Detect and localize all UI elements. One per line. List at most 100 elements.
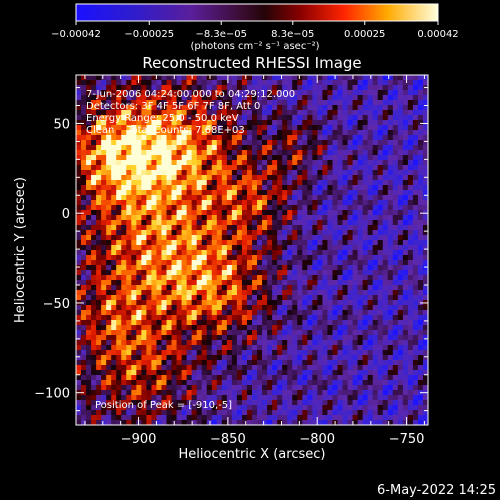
heatmap-cell	[417, 110, 424, 116]
heatmap-cell	[156, 350, 162, 356]
heatmap-cell	[312, 160, 318, 166]
heatmap-cell	[337, 360, 343, 366]
heatmap-cell	[407, 165, 414, 171]
heatmap-cell	[267, 315, 273, 321]
heatmap-cell	[357, 310, 364, 316]
heatmap-cell	[231, 225, 238, 231]
heatmap-cell	[397, 275, 404, 281]
heatmap-cell	[307, 280, 313, 286]
heatmap-cell	[221, 120, 228, 126]
heatmap-cell	[362, 270, 369, 276]
heatmap-cell	[337, 400, 343, 406]
heatmap-cell	[382, 405, 389, 411]
heatmap-cell	[387, 180, 394, 186]
heatmap-cell	[116, 315, 122, 321]
heatmap-cell	[146, 355, 152, 361]
heatmap-cell	[347, 265, 353, 271]
heatmap-cell	[181, 215, 188, 221]
heatmap-cell	[317, 350, 323, 356]
heatmap-cell	[322, 190, 328, 196]
heatmap-cell	[106, 210, 112, 216]
heatmap-cell	[86, 115, 92, 121]
heatmap-cell	[206, 335, 213, 341]
heatmap-cell	[352, 410, 358, 416]
heatmap-cell	[352, 385, 358, 391]
heatmap-cell	[141, 330, 147, 336]
heatmap-cell	[211, 245, 218, 251]
heatmap-cell	[402, 85, 409, 91]
heatmap-cell	[121, 350, 127, 356]
heatmap-cell	[262, 305, 268, 311]
heatmap-cell	[91, 285, 97, 291]
heatmap-cell	[257, 185, 263, 191]
heatmap-cell	[267, 105, 273, 111]
heatmap-cell	[377, 400, 384, 406]
heatmap-cell	[282, 210, 288, 216]
heatmap-cell	[307, 75, 313, 81]
heatmap-cell	[307, 170, 313, 176]
heatmap-cell	[382, 300, 389, 306]
heatmap-cell	[342, 135, 348, 141]
heatmap-cell	[377, 145, 384, 151]
heatmap-cell	[402, 235, 409, 241]
heatmap-cell	[116, 345, 122, 351]
heatmap-cell	[402, 185, 409, 191]
heatmap-cell	[272, 340, 278, 346]
heatmap-cell	[372, 105, 379, 111]
heatmap-cell	[91, 250, 97, 256]
heatmap-cell	[277, 420, 283, 425]
heatmap-cell	[141, 80, 147, 86]
heatmap-cell	[166, 235, 172, 241]
heatmap-cell	[236, 80, 243, 86]
heatmap-cell	[267, 155, 273, 161]
heatmap-cell	[96, 155, 102, 161]
heatmap-cell	[96, 345, 102, 351]
heatmap-cell	[166, 280, 172, 286]
heatmap-cell	[392, 275, 399, 281]
heatmap-cell	[156, 180, 162, 186]
heatmap-cell	[292, 375, 298, 381]
heatmap-cell	[377, 250, 384, 256]
heatmap-cell	[151, 355, 157, 361]
heatmap-cell	[181, 255, 188, 261]
heatmap-cell	[246, 100, 253, 106]
heatmap-cell	[412, 415, 419, 421]
heatmap-cell	[156, 225, 162, 231]
heatmap-cell	[262, 260, 268, 266]
heatmap-cell	[201, 165, 208, 171]
heatmap-cell	[86, 185, 92, 191]
heatmap-cell	[267, 260, 273, 266]
heatmap-cell	[226, 315, 233, 321]
heatmap-cell	[246, 405, 253, 411]
heatmap-cell	[347, 340, 353, 346]
heatmap-cell	[362, 420, 369, 425]
heatmap-cell	[347, 200, 353, 206]
heatmap-cell	[262, 350, 268, 356]
heatmap-cell	[297, 300, 303, 306]
heatmap-cell	[136, 210, 142, 216]
heatmap-cell	[347, 165, 353, 171]
heatmap-cell	[216, 325, 223, 331]
heatmap-cell	[151, 160, 157, 166]
heatmap-cell	[171, 150, 177, 156]
heatmap-cell	[332, 195, 338, 201]
heatmap-cell	[307, 195, 313, 201]
heatmap-cell	[161, 350, 167, 356]
heatmap-cell	[241, 270, 248, 276]
heatmap-cell	[131, 300, 137, 306]
heatmap-cell	[342, 250, 348, 256]
heatmap-cell	[176, 190, 182, 196]
heatmap-cell	[226, 340, 233, 346]
heatmap-cell	[327, 205, 333, 211]
heatmap-cell	[347, 185, 353, 191]
heatmap-cell	[76, 135, 82, 141]
heatmap-cell	[156, 205, 162, 211]
heatmap-cell	[246, 290, 253, 296]
heatmap-cell	[347, 80, 353, 86]
heatmap-cell	[262, 105, 268, 111]
heatmap-cell	[402, 350, 409, 356]
heatmap-cell	[111, 125, 117, 131]
heatmap-cell	[397, 315, 404, 321]
heatmap-cell	[252, 320, 258, 326]
heatmap-cell	[236, 165, 243, 171]
